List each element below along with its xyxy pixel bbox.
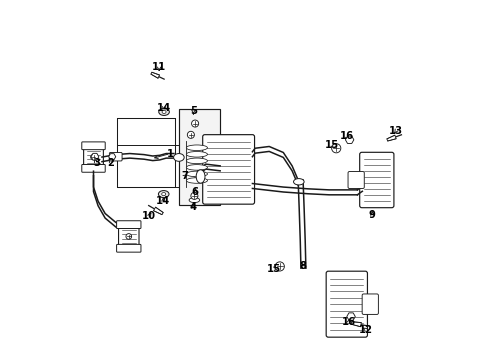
Text: 3: 3 [93,158,100,168]
Ellipse shape [186,152,207,157]
Ellipse shape [186,145,207,150]
Ellipse shape [186,165,207,170]
FancyBboxPatch shape [81,165,105,172]
Text: 14: 14 [157,103,171,113]
Text: 10: 10 [142,211,156,221]
Text: 14: 14 [156,196,170,206]
Polygon shape [151,72,159,78]
Text: 5: 5 [189,106,197,116]
FancyBboxPatch shape [116,221,141,229]
Text: 7: 7 [181,171,187,181]
Circle shape [190,192,198,199]
Polygon shape [350,322,361,327]
FancyBboxPatch shape [118,226,139,247]
Text: 9: 9 [368,210,375,220]
Ellipse shape [158,190,169,198]
Ellipse shape [293,179,304,185]
FancyBboxPatch shape [325,271,366,337]
FancyBboxPatch shape [109,153,122,161]
FancyBboxPatch shape [347,171,364,189]
Bar [117,118,175,187]
Text: 13: 13 [388,126,403,136]
FancyBboxPatch shape [81,142,105,150]
Ellipse shape [196,170,204,183]
Text: 1: 1 [166,149,174,158]
Polygon shape [386,135,395,141]
FancyBboxPatch shape [116,244,141,252]
Ellipse shape [162,110,166,113]
Text: 4: 4 [189,202,197,212]
Ellipse shape [186,158,207,164]
Circle shape [126,234,131,239]
Text: 15: 15 [266,264,280,274]
Circle shape [275,262,284,271]
Circle shape [90,154,96,160]
Text: 8: 8 [299,261,305,271]
Ellipse shape [186,171,207,177]
Polygon shape [153,207,163,215]
Text: 12: 12 [359,325,372,335]
Circle shape [187,131,194,138]
Ellipse shape [159,108,169,116]
Text: 11: 11 [152,62,166,72]
Ellipse shape [189,198,199,203]
Text: 16: 16 [339,131,353,141]
FancyBboxPatch shape [203,135,254,204]
Text: 6: 6 [191,187,198,197]
Circle shape [331,144,340,153]
Ellipse shape [162,193,165,196]
FancyBboxPatch shape [83,148,103,167]
Circle shape [191,120,198,127]
Ellipse shape [173,154,184,161]
Ellipse shape [186,178,207,183]
FancyBboxPatch shape [359,152,393,208]
Text: 15: 15 [324,140,338,150]
Bar [178,109,220,205]
FancyBboxPatch shape [362,294,378,314]
Text: 16: 16 [341,317,355,327]
Text: 2: 2 [107,158,114,168]
